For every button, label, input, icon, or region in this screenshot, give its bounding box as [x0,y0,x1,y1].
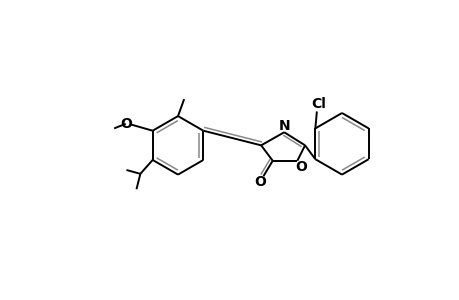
Text: O: O [295,160,307,174]
Text: Cl: Cl [310,97,325,111]
Text: O: O [119,117,131,131]
Text: O: O [254,175,266,188]
Text: N: N [279,119,290,133]
